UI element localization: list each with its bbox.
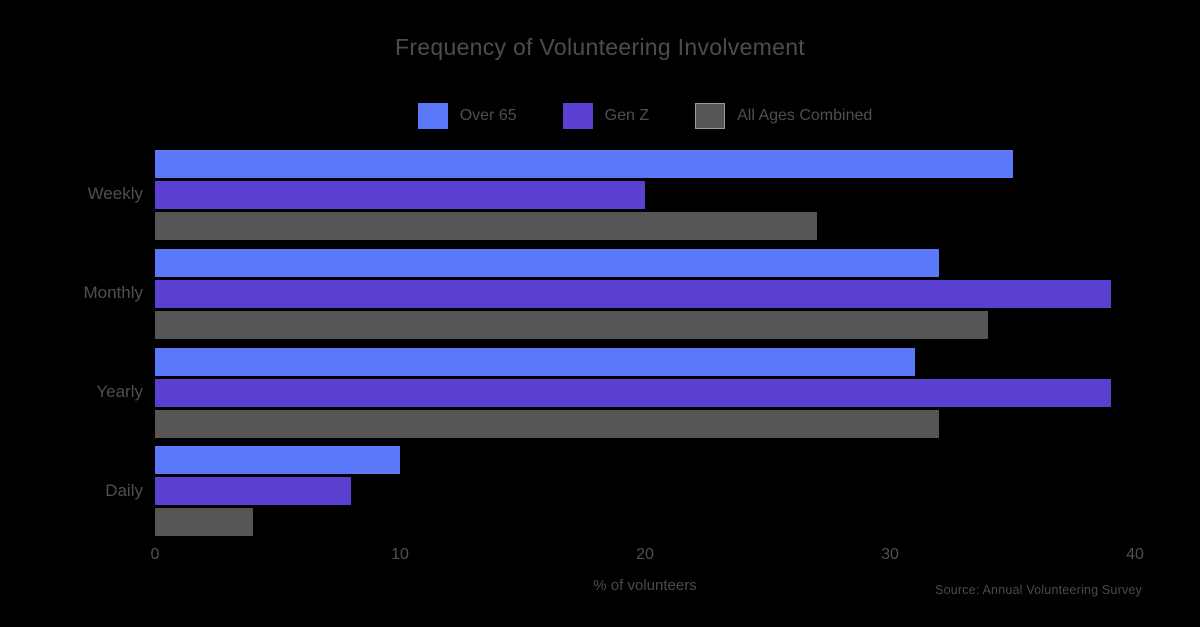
legend-swatch bbox=[417, 103, 448, 129]
x-axis-ticks: 0 10 20 30 40 bbox=[151, 546, 1144, 566]
chart-title: Frequency of Volunteering Involvement bbox=[394, 34, 805, 60]
x-tick-label: 40 bbox=[1126, 546, 1144, 563]
bar-row bbox=[155, 446, 1135, 475]
bar-gen-z bbox=[155, 181, 645, 209]
source-attribution: Source: Annual Volunteering Survey bbox=[935, 583, 1142, 597]
bar-gen-z bbox=[155, 378, 1111, 407]
bar-gen-z bbox=[155, 477, 351, 506]
bar-over-65 bbox=[155, 347, 915, 376]
legend-item: Over 65 bbox=[417, 103, 517, 129]
bar-over-65 bbox=[155, 150, 1013, 178]
bar-all-ages-combined bbox=[155, 409, 939, 438]
bar-group: Weekly bbox=[88, 145, 1135, 244]
x-tick-label: 30 bbox=[881, 546, 899, 563]
legend-swatch bbox=[562, 103, 593, 129]
bar-all-ages-combined bbox=[155, 212, 817, 240]
legend-label: Gen Z bbox=[604, 107, 650, 124]
x-tick-label: 20 bbox=[636, 546, 654, 563]
bar-over-65 bbox=[155, 248, 939, 277]
bar-row bbox=[155, 310, 1135, 339]
bar-row bbox=[155, 347, 1135, 376]
y-category-label: Weekly bbox=[87, 184, 143, 204]
bar-gen-z bbox=[155, 279, 1111, 308]
legend-label: Over 65 bbox=[459, 107, 517, 124]
x-tick-label: 10 bbox=[391, 546, 409, 563]
bar-row bbox=[155, 279, 1135, 308]
y-category-label: Yearly bbox=[96, 381, 143, 401]
legend-item: All Ages Combined bbox=[695, 103, 872, 129]
bar-group: Daily bbox=[105, 441, 1135, 540]
legend-item: Gen Z bbox=[562, 103, 650, 129]
bar-row bbox=[155, 378, 1135, 407]
bar-row bbox=[155, 409, 1135, 438]
bar-group: Yearly bbox=[96, 343, 1135, 442]
bar-row bbox=[155, 477, 1135, 506]
bar-row bbox=[155, 181, 1135, 209]
bar-row bbox=[155, 150, 1135, 178]
bar-row bbox=[155, 248, 1135, 277]
bar-all-ages-combined bbox=[155, 310, 988, 339]
y-category-label: Daily bbox=[105, 480, 143, 500]
x-axis-label: % of volunteers bbox=[593, 577, 697, 594]
x-tick-label: 0 bbox=[150, 546, 160, 563]
bar-all-ages-combined bbox=[155, 508, 253, 537]
legend-label: All Ages Combined bbox=[737, 107, 873, 124]
bar-row bbox=[155, 212, 1135, 240]
legend: Over 65 Gen Z All Ages Combined bbox=[155, 103, 1135, 129]
bar-group: Monthly bbox=[83, 244, 1135, 343]
plot-area: Weekly Monthly Yearly Daily bbox=[83, 145, 1135, 540]
bar-row bbox=[155, 508, 1135, 537]
y-category-label: Monthly bbox=[83, 283, 143, 303]
legend-swatch bbox=[695, 103, 726, 129]
bar-over-65 bbox=[155, 446, 400, 475]
